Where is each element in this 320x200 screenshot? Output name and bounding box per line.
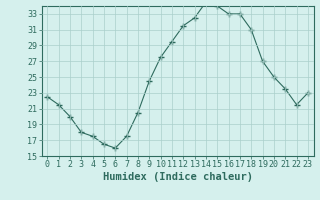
X-axis label: Humidex (Indice chaleur): Humidex (Indice chaleur) bbox=[103, 172, 252, 182]
